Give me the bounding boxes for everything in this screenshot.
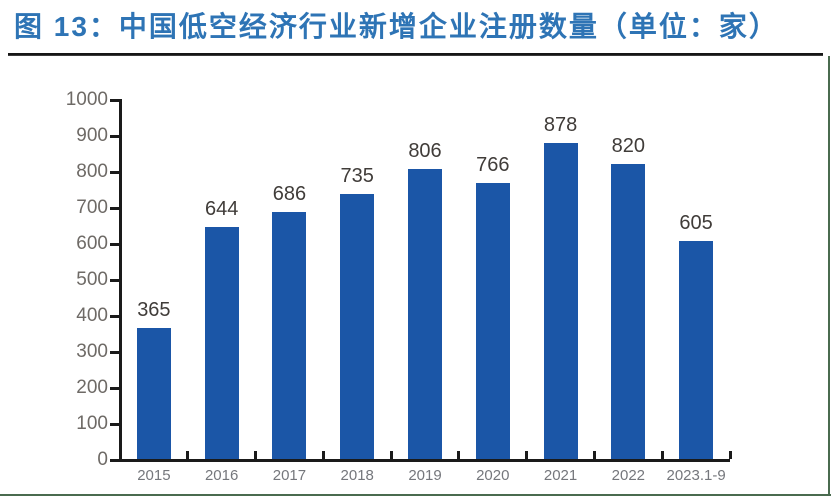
x-axis-label: 2018 (340, 467, 374, 484)
y-axis-label: 100 (76, 413, 108, 434)
x-tick (660, 451, 664, 459)
bar (611, 163, 646, 459)
bar-value-label: 820 (611, 134, 646, 157)
bar (475, 183, 510, 459)
y-tick (110, 242, 119, 246)
y-tick (110, 206, 119, 210)
bar (340, 194, 375, 459)
y-tick (110, 386, 119, 390)
y-axis-line (119, 99, 122, 462)
x-tick (525, 451, 529, 459)
bar (272, 212, 307, 459)
y-axis-label: 900 (76, 125, 108, 146)
x-axis-label: 2021 (543, 467, 578, 484)
y-tick (110, 278, 119, 282)
x-axis-label: 2019 (408, 467, 442, 484)
x-axis-line (119, 459, 730, 462)
bar-value-label: 605 (679, 212, 713, 235)
y-axis-label: 800 (76, 161, 108, 182)
x-tick (457, 451, 461, 459)
y-tick (110, 458, 119, 462)
x-tick (389, 451, 393, 459)
figure-title: 图 13：中国低空经济行业新增企业注册数量（单位：家） (14, 11, 779, 42)
x-tick (254, 451, 258, 459)
x-axis-label: 2020 (476, 467, 510, 484)
y-tick (110, 422, 119, 426)
y-axis-label: 600 (76, 233, 108, 254)
bar (204, 227, 239, 459)
x-axis-label: 2017 (272, 467, 307, 484)
bar (679, 241, 714, 459)
bar (408, 168, 442, 459)
bar-value-label: 806 (408, 139, 442, 162)
x-axis-label: 2022 (611, 467, 646, 484)
bar-value-label: 365 (137, 298, 171, 321)
bar-value-label: 766 (476, 154, 510, 177)
x-tick (186, 451, 190, 459)
y-axis-label: 200 (76, 377, 108, 398)
y-axis-label: 1000 (65, 89, 108, 110)
y-axis-label: 400 (76, 305, 108, 326)
bar-value-label: 735 (340, 165, 374, 188)
x-axis-label: 2016 (204, 467, 239, 484)
title-divider (8, 53, 823, 56)
bar-value-label: 878 (543, 113, 578, 136)
y-axis-label: 700 (76, 197, 108, 218)
y-axis-label: 300 (76, 341, 108, 362)
bar-value-label: 644 (204, 198, 239, 221)
bar-value-label: 686 (272, 183, 307, 206)
table-cell-border-bottom (0, 494, 831, 496)
bar (136, 327, 171, 459)
x-axis-label: 2015 (137, 467, 171, 484)
x-tick (592, 451, 596, 459)
x-tick (321, 451, 325, 459)
y-tick (110, 170, 119, 174)
y-tick (110, 134, 119, 138)
y-tick (110, 98, 119, 102)
y-axis-label: 0 (97, 449, 108, 470)
x-tick (728, 451, 732, 459)
y-axis-label: 500 (76, 269, 108, 290)
x-axis-label: 2023.1-9 (666, 467, 726, 484)
y-tick (110, 350, 119, 354)
bar (543, 142, 578, 459)
table-cell-border-right (828, 56, 830, 496)
y-tick (110, 314, 119, 318)
